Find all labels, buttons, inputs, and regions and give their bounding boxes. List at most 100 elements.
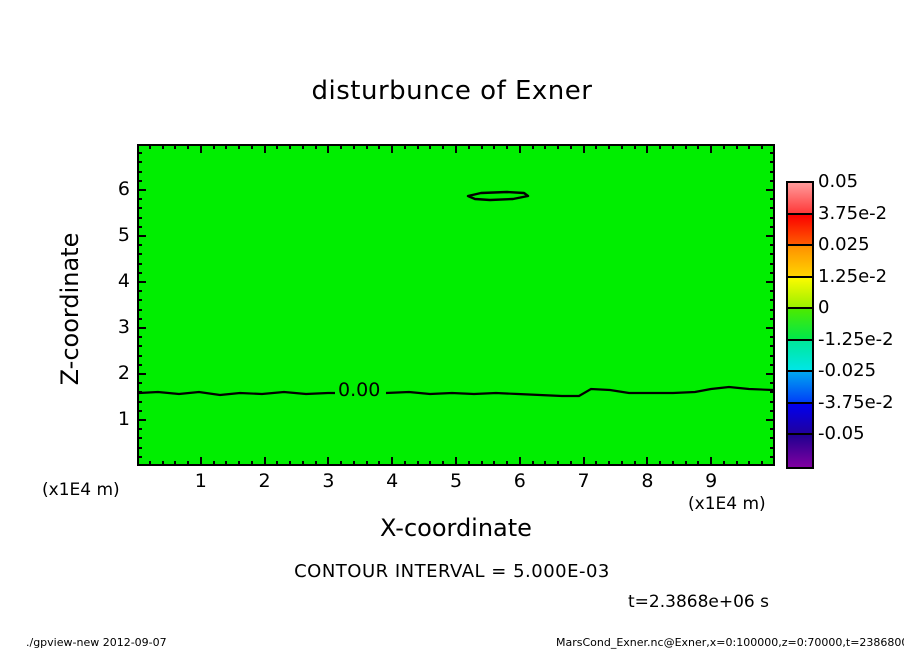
x-tick-top bbox=[391, 144, 394, 153]
x-tick-top bbox=[531, 144, 534, 149]
y-tick-minor bbox=[137, 262, 142, 265]
x-tick-top bbox=[199, 144, 202, 153]
y-tick-right bbox=[770, 170, 775, 173]
colorbar-tick-label: -1.25e-2 bbox=[818, 328, 894, 350]
x-tick-minor bbox=[480, 461, 483, 466]
x-tick-top bbox=[263, 144, 266, 153]
x-tick-top bbox=[761, 144, 764, 149]
colorbar-band bbox=[788, 183, 812, 215]
x-tick-top bbox=[250, 144, 253, 149]
contour-line-label: 0.00 bbox=[335, 379, 384, 401]
y-tick-right bbox=[770, 152, 775, 155]
y-tick-minor bbox=[137, 345, 142, 348]
y-tick-right bbox=[770, 244, 775, 247]
x-tick-minor bbox=[187, 461, 190, 466]
x-tick-minor bbox=[595, 461, 598, 466]
x-axis-unit-left: (x1E4 m) bbox=[42, 480, 120, 500]
colorbar-tick-label: 0.05 bbox=[818, 171, 859, 192]
x-tick-minor bbox=[212, 461, 215, 466]
x-tick-top bbox=[467, 144, 470, 149]
x-tick-minor bbox=[352, 461, 355, 466]
y-tick-right bbox=[770, 455, 775, 458]
contour-fill-background bbox=[139, 146, 773, 464]
x-tick-major bbox=[199, 457, 202, 466]
x-tick-top bbox=[301, 144, 304, 149]
x-tick-top bbox=[569, 144, 572, 149]
y-tick-minor bbox=[137, 299, 142, 302]
x-tick-minor bbox=[289, 461, 292, 466]
y-tick-minor bbox=[137, 216, 142, 219]
y-tick-minor bbox=[137, 225, 142, 228]
x-tick-minor bbox=[403, 461, 406, 466]
x-tick-major bbox=[263, 457, 266, 466]
x-tick-minor bbox=[748, 461, 751, 466]
y-tick-label: 2 bbox=[117, 362, 130, 384]
x-tick-minor bbox=[761, 461, 764, 466]
y-tick-right bbox=[766, 189, 775, 191]
x-tick-minor bbox=[442, 461, 445, 466]
x-tick-top bbox=[595, 144, 598, 149]
x-tick-top bbox=[748, 144, 751, 149]
y-axis-title: Z-coordinate bbox=[56, 232, 84, 386]
y-tick-right bbox=[770, 391, 775, 394]
x-tick-major bbox=[518, 457, 521, 466]
x-tick-top bbox=[557, 144, 560, 149]
x-tick-minor bbox=[416, 461, 419, 466]
y-tick-right bbox=[770, 446, 775, 449]
y-tick-minor bbox=[137, 400, 142, 403]
x-tick-minor bbox=[301, 461, 304, 466]
x-tick-top bbox=[710, 144, 713, 153]
y-tick-right bbox=[770, 253, 775, 256]
y-tick-right bbox=[770, 299, 775, 302]
x-tick-top bbox=[684, 144, 687, 149]
x-tick-major bbox=[582, 457, 585, 466]
y-tick-label: 4 bbox=[117, 270, 130, 292]
x-tick-top bbox=[442, 144, 445, 149]
x-tick-top bbox=[340, 144, 343, 149]
x-tick-minor bbox=[620, 461, 623, 466]
y-tick-label: 3 bbox=[117, 316, 130, 338]
y-tick-major bbox=[137, 235, 146, 237]
x-tick-minor bbox=[633, 461, 636, 466]
y-tick-minor bbox=[137, 446, 142, 449]
x-tick-minor bbox=[365, 461, 368, 466]
y-tick-minor bbox=[137, 179, 142, 182]
y-tick-right bbox=[770, 198, 775, 201]
x-tick-minor bbox=[735, 461, 738, 466]
contour-lines bbox=[139, 190, 773, 398]
colorbar-tick-label: -0.025 bbox=[818, 360, 877, 382]
x-tick-top bbox=[671, 144, 674, 149]
x-tick-minor bbox=[493, 461, 496, 466]
colorbar-tick-label: 3.75e-2 bbox=[818, 202, 888, 224]
x-tick-top bbox=[697, 144, 700, 149]
x-tick-label: 1 bbox=[194, 470, 207, 492]
x-tick-top bbox=[429, 144, 432, 149]
x-tick-top bbox=[276, 144, 279, 149]
x-tick-minor bbox=[544, 461, 547, 466]
y-tick-right bbox=[770, 271, 775, 274]
x-tick-top bbox=[518, 144, 521, 153]
y-tick-major bbox=[137, 281, 146, 283]
y-tick-major bbox=[137, 327, 146, 329]
x-tick-minor bbox=[569, 461, 572, 466]
y-tick-label: 6 bbox=[117, 178, 130, 200]
x-tick-minor bbox=[314, 461, 317, 466]
y-tick-major bbox=[137, 419, 146, 421]
y-tick-right bbox=[770, 317, 775, 320]
x-tick-minor bbox=[161, 461, 164, 466]
y-tick-right bbox=[770, 161, 775, 164]
x-tick-top bbox=[289, 144, 292, 149]
y-tick-minor bbox=[137, 391, 142, 394]
y-tick-major bbox=[137, 189, 146, 191]
x-tick-top bbox=[225, 144, 228, 149]
y-tick-minor bbox=[137, 363, 142, 366]
y-tick-right bbox=[770, 363, 775, 366]
x-tick-minor bbox=[148, 461, 151, 466]
y-tick-right bbox=[770, 345, 775, 348]
x-axis-unit-right: (x1E4 m) bbox=[688, 494, 766, 514]
x-axis-title: X-coordinate bbox=[380, 514, 532, 542]
y-tick-right bbox=[766, 281, 775, 283]
y-tick-right bbox=[770, 336, 775, 339]
y-tick-label: 5 bbox=[117, 224, 130, 246]
y-tick-right bbox=[770, 262, 775, 265]
